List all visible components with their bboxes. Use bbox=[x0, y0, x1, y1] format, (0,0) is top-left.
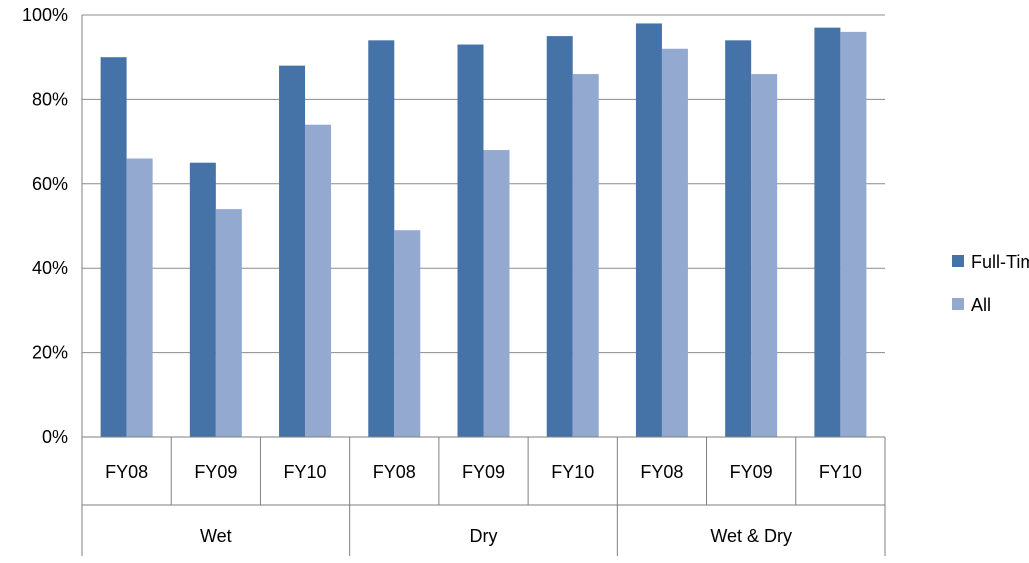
bar-full-time-2 bbox=[279, 65, 306, 437]
bars bbox=[100, 23, 867, 438]
bar-all-2 bbox=[305, 124, 332, 437]
x-category-label: FY08 bbox=[373, 462, 416, 482]
legend: Full-Time All bbox=[952, 252, 1029, 315]
x-category-label: FY10 bbox=[284, 462, 327, 482]
legend-swatch-all bbox=[952, 298, 964, 310]
bar-all-8 bbox=[840, 31, 867, 437]
legend-swatch-full-time bbox=[952, 255, 964, 267]
x-category-label: FY10 bbox=[551, 462, 594, 482]
bar-all-0 bbox=[126, 158, 153, 438]
bar-full-time-0 bbox=[100, 57, 127, 437]
x-group-label: Dry bbox=[470, 526, 498, 546]
bar-full-time-3 bbox=[368, 40, 395, 437]
x-category-label: FY08 bbox=[640, 462, 683, 482]
bar-all-6 bbox=[661, 48, 688, 437]
x-group-label: Wet bbox=[200, 526, 232, 546]
bar-full-time-1 bbox=[189, 162, 216, 437]
y-tick-label: 40% bbox=[32, 258, 68, 278]
bar-full-time-7 bbox=[725, 40, 752, 437]
y-tick-label: 0% bbox=[42, 427, 68, 447]
x-category-label: FY09 bbox=[462, 462, 505, 482]
x-category-label: FY10 bbox=[819, 462, 862, 482]
bar-full-time-4 bbox=[457, 44, 484, 437]
x-axis-category-labels: FY08 FY09 FY10 FY08 FY09 FY10 FY08 FY09 FY10 Wet D… bbox=[105, 462, 862, 546]
y-axis-tick-labels: 0% 20% 40% 60% 80% 100% bbox=[22, 5, 68, 447]
x-category-label: FY08 bbox=[105, 462, 148, 482]
bar-all-3 bbox=[394, 230, 421, 437]
y-tick-label: 20% bbox=[32, 343, 68, 363]
x-category-label: FY09 bbox=[730, 462, 773, 482]
legend-label: Full-Time bbox=[971, 252, 1029, 272]
bar-all-7 bbox=[751, 74, 778, 437]
bar-all-4 bbox=[483, 150, 510, 438]
x-group-label: Wet & Dry bbox=[710, 526, 792, 546]
legend-label: All bbox=[971, 295, 991, 315]
bar-full-time-5 bbox=[546, 36, 573, 437]
bar-all-1 bbox=[215, 209, 242, 437]
x-category-label: FY09 bbox=[194, 462, 237, 482]
y-tick-label: 80% bbox=[32, 89, 68, 109]
bar-full-time-6 bbox=[635, 23, 662, 437]
axes bbox=[81, 15, 886, 556]
bar-all-5 bbox=[572, 74, 599, 437]
y-tick-label: 100% bbox=[22, 5, 68, 25]
bar-full-time-8 bbox=[814, 27, 841, 437]
y-tick-label: 60% bbox=[32, 174, 68, 194]
